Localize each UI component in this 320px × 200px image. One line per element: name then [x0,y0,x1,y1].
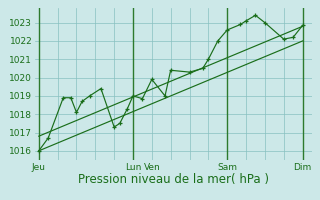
X-axis label: Pression niveau de la mer( hPa ): Pression niveau de la mer( hPa ) [78,173,269,186]
